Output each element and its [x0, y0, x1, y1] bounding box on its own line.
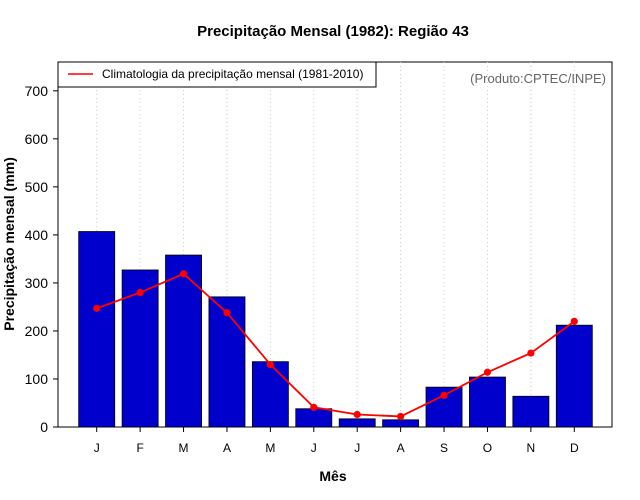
- x-tick-label: D: [570, 441, 579, 455]
- climatology-point-8: [397, 412, 405, 421]
- bar-6: [295, 408, 333, 428]
- x-tick-label: S: [440, 441, 448, 455]
- bar-5: [251, 361, 289, 428]
- bar-10: [469, 376, 506, 428]
- climatology-point-12: [570, 317, 578, 325]
- bar-11: [512, 395, 550, 428]
- x-tick-label: J: [94, 441, 100, 455]
- y-tick-label: 0: [40, 419, 48, 435]
- x-tick-label: A: [397, 441, 405, 455]
- x-tick-label: J: [354, 441, 360, 455]
- y-tick-label: 100: [25, 371, 49, 387]
- chart-title: Precipitação Mensal (1982): Região 43: [197, 23, 469, 40]
- x-axis-label: Mês: [319, 468, 346, 484]
- climatology-point-5: [266, 360, 274, 369]
- bar-1: [78, 231, 116, 428]
- climatology-point-9: [440, 391, 448, 399]
- climatology-polyline: [96, 272, 575, 418]
- x-tick-label: F: [136, 441, 143, 455]
- legend-entry-climatology: Climatologia da precipitação mensal (198…: [102, 67, 363, 81]
- legend-box: [57, 61, 377, 88]
- climatology-point-11: [527, 349, 535, 357]
- climatology-point-2: [136, 288, 144, 297]
- climatology-point-6: [310, 403, 318, 411]
- y-tick-label: 300: [25, 275, 49, 291]
- climatology-point-3: [179, 270, 188, 278]
- y-axis: 0 100 200 300 400 500 600 700: [25, 83, 58, 435]
- bars: [78, 231, 593, 428]
- climatology-point-7: [353, 410, 361, 419]
- x-tick-label: O: [483, 441, 492, 455]
- legend: Climatologia da precipitação mensal (198…: [57, 61, 377, 88]
- climatology-point-4: [223, 309, 231, 317]
- bar-12: [555, 324, 593, 428]
- bar-4: [208, 296, 246, 428]
- bar-7: [338, 418, 376, 428]
- climatology-point-10: [483, 368, 492, 376]
- y-tick-label: 700: [25, 83, 49, 99]
- bar-3: [165, 254, 202, 428]
- x-tick-label: A: [223, 441, 231, 455]
- y-tick-label: 600: [25, 131, 49, 147]
- x-tick-label: M: [179, 441, 189, 455]
- y-axis-label: Precipitação mensal (mm): [1, 157, 17, 331]
- source-annotation: (Produto:CPTEC/INPE): [470, 71, 606, 86]
- y-tick-label: 200: [25, 323, 49, 339]
- x-tick-label: J: [311, 441, 317, 455]
- climatology-point-1: [93, 304, 101, 312]
- climatology-line: [93, 270, 578, 421]
- x-tick-label: M: [265, 441, 275, 455]
- y-tick-label: 400: [25, 227, 49, 243]
- bar-8: [382, 419, 420, 428]
- x-tick-label: N: [527, 441, 536, 455]
- y-tick-label: 500: [25, 179, 49, 195]
